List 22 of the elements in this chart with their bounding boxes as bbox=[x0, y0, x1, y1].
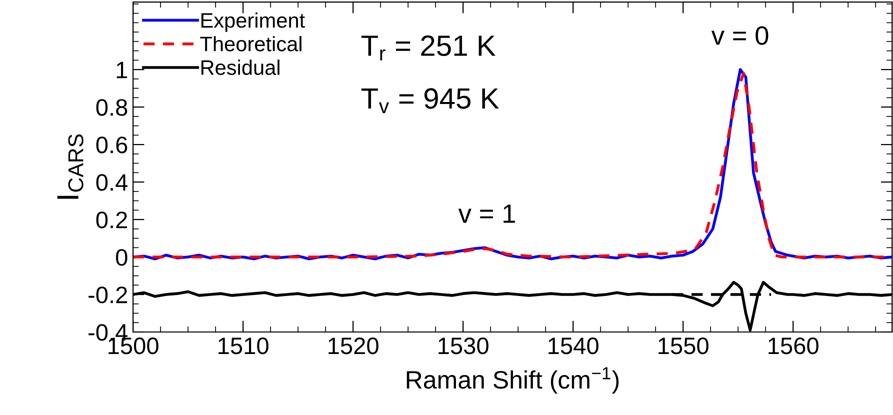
x-tick-label: 1540 bbox=[548, 337, 598, 354]
x-tick-label: 1520 bbox=[328, 337, 378, 354]
legend-label: Residual bbox=[201, 60, 280, 75]
x-tick-label: 1530 bbox=[438, 337, 488, 354]
annotation: T$_{v}$ = 945 K bbox=[361, 88, 499, 114]
y-tick-label: 0.6 bbox=[96, 136, 128, 154]
x-tick-label: 1510 bbox=[218, 337, 268, 354]
annotation: v = 1 bbox=[458, 204, 515, 223]
x-axis-title: Raman Shift (cm$^{−1}$) bbox=[406, 367, 619, 394]
legend-label: Experiment bbox=[201, 12, 305, 32]
annotation: v = 0 bbox=[711, 26, 768, 45]
annotation: T$_{r}$ = 251 K bbox=[361, 35, 496, 60]
y-tick-label: -0.2 bbox=[88, 286, 128, 304]
y-tick-label: 1 bbox=[116, 62, 128, 78]
y-tick-label: 0.4 bbox=[96, 174, 128, 191]
x-tick-label: 1560 bbox=[768, 337, 818, 354]
x-tick-label: 1550 bbox=[658, 337, 708, 354]
y-tick-label: 0.2 bbox=[96, 212, 128, 228]
legend-label: Theoretical bbox=[200, 36, 302, 52]
y-tick-label: 0.8 bbox=[96, 99, 128, 116]
y-tick-label: 0 bbox=[116, 249, 128, 266]
y-axis-title: I$_{CARS}$ bbox=[57, 134, 84, 199]
